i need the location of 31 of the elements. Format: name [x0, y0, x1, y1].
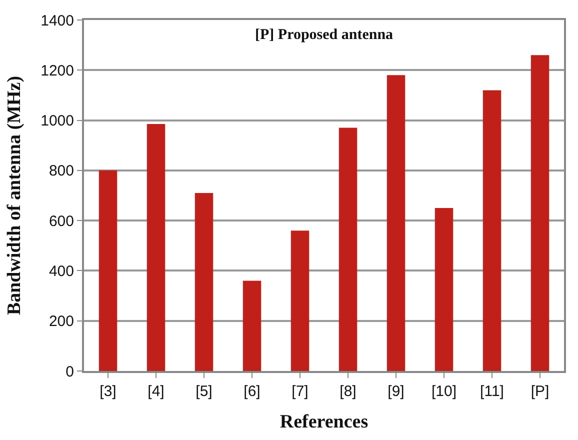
bar	[530, 55, 550, 371]
x-tick-label: [9]	[388, 383, 404, 400]
y-tick-label: 600	[48, 212, 74, 230]
bar	[482, 90, 502, 371]
bar	[242, 280, 262, 371]
x-tick-label: [11]	[480, 383, 504, 400]
x-tick-label: [P]	[530, 383, 550, 400]
bar	[290, 230, 310, 371]
x-tick-label: [3]	[100, 383, 116, 400]
x-tick-label: [10]	[431, 383, 457, 400]
bar	[98, 170, 118, 371]
x-tick-label: [8]	[340, 383, 356, 400]
x-axis-title: References	[280, 411, 368, 432]
y-tick-label: 800	[48, 162, 74, 180]
y-tick-label: 1400	[40, 12, 74, 30]
y-tick-label: 0	[66, 363, 74, 380]
bar	[146, 124, 166, 371]
x-tick-label: [6]	[244, 383, 260, 400]
bar	[194, 192, 214, 371]
x-tick-label: [7]	[292, 383, 308, 400]
x-tick-label: [4]	[148, 383, 164, 400]
x-tick-label: [5]	[196, 383, 212, 400]
annotation: [P] Proposed antenna	[255, 27, 394, 43]
y-tick-label: 1000	[40, 112, 74, 130]
y-tick-label: 400	[48, 262, 74, 280]
y-axis-title: Bandwidth of antenna (MHz)	[4, 76, 25, 316]
bar	[386, 75, 406, 371]
bar	[338, 128, 358, 371]
bar	[434, 208, 454, 371]
y-tick-label: 1200	[40, 62, 74, 80]
y-tick-label: 200	[48, 313, 74, 330]
